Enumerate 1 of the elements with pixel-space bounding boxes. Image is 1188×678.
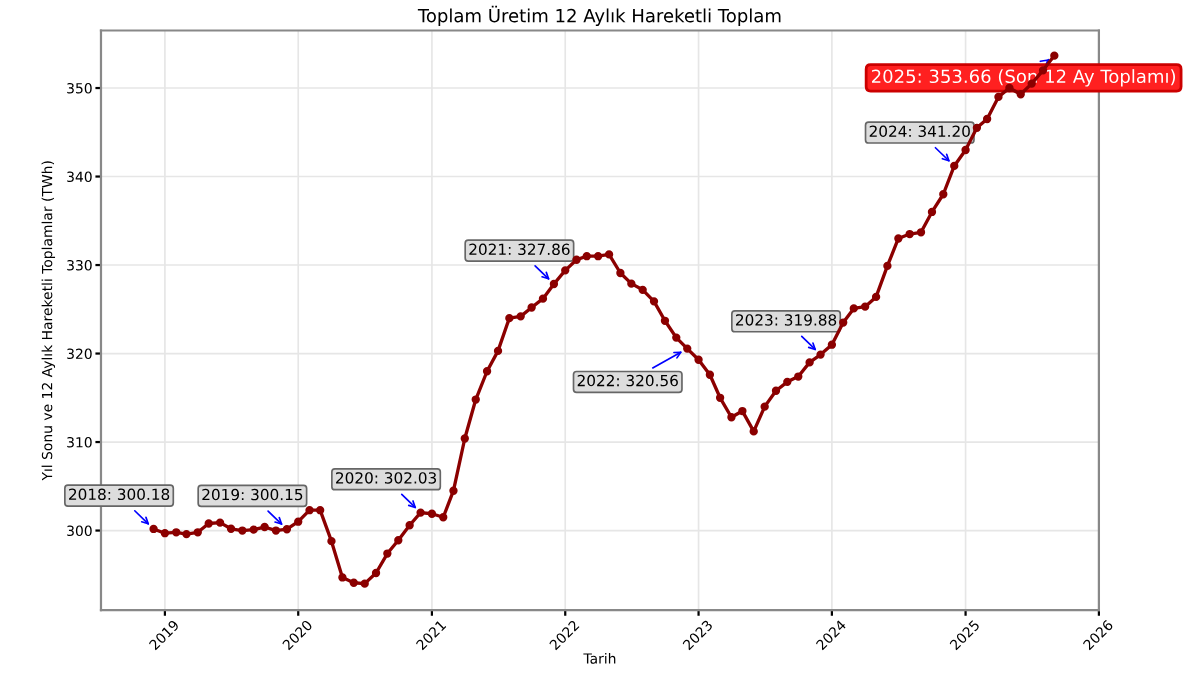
chart-title: Toplam Üretim 12 Aylık Hareketli Toplam bbox=[417, 5, 781, 26]
